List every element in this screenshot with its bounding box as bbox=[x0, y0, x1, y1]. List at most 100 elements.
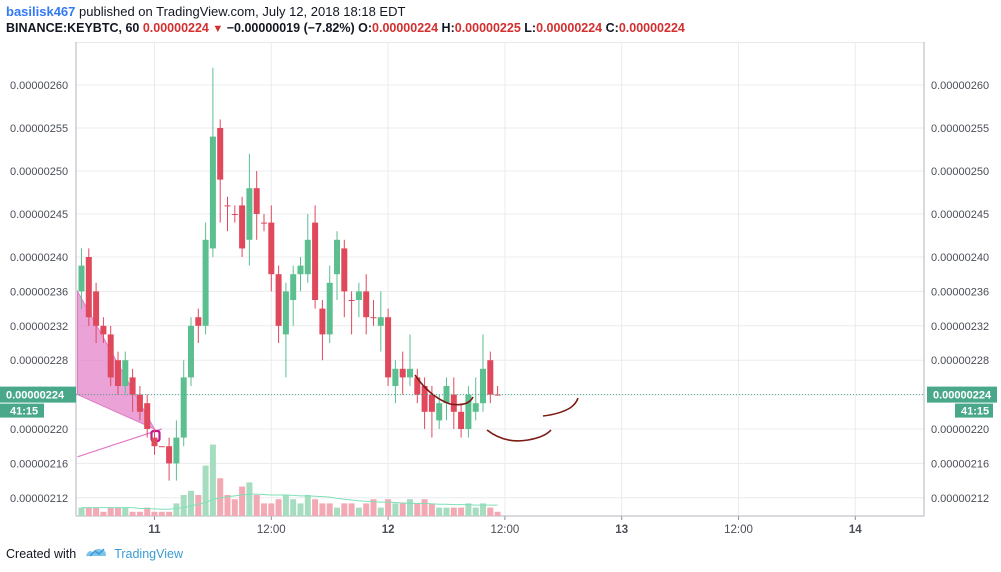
volume-bar bbox=[136, 511, 143, 516]
volume-bar bbox=[319, 503, 326, 516]
candle-body bbox=[304, 239, 311, 275]
candle-body bbox=[246, 188, 253, 240]
volume-bar bbox=[85, 507, 92, 516]
candle-body bbox=[166, 446, 173, 464]
candle-body bbox=[377, 317, 384, 326]
candle-body bbox=[480, 368, 486, 404]
candle-body bbox=[443, 386, 450, 404]
candlestick-chart[interactable]: 0.00000260 0.00000260 0.00000255 0.00000255… bbox=[0, 42, 1001, 542]
countdown-label-left: 41:15 bbox=[10, 406, 38, 418]
down-triangle-icon: ▼ bbox=[212, 23, 224, 35]
candle-body bbox=[93, 291, 100, 326]
y-tick-label-left: 0.00000212 bbox=[10, 493, 68, 505]
x-tick-label: 12:00 bbox=[724, 524, 753, 536]
candle-body bbox=[217, 128, 224, 180]
volume-bar bbox=[93, 507, 100, 516]
volume-bar bbox=[363, 503, 370, 516]
close-label: C: bbox=[605, 21, 619, 35]
last-price: 0.00000224 bbox=[142, 21, 209, 35]
candle-body bbox=[297, 265, 304, 275]
y-tick-label-right: 0.00000255 bbox=[931, 123, 989, 135]
y-tick-label-right: 0.00000232 bbox=[931, 321, 989, 333]
volume-bar bbox=[494, 511, 501, 516]
y-tick-label-left: 0.00000240 bbox=[10, 252, 68, 264]
x-tick-label: 12:00 bbox=[491, 524, 520, 536]
volume-bar bbox=[480, 503, 486, 516]
volume-ma-line bbox=[81, 493, 498, 510]
candle-body bbox=[151, 437, 158, 447]
volume-bar bbox=[268, 503, 275, 516]
chart-header-publisher: basilisk467 published on TradingView.com… bbox=[6, 4, 405, 19]
volume-bar bbox=[246, 482, 253, 516]
y-tick-label-right: 0.00000236 bbox=[931, 286, 989, 298]
hand-drawn-curve-right bbox=[542, 397, 579, 417]
candle-body bbox=[144, 403, 151, 429]
y-tick-label-right: 0.00000260 bbox=[931, 80, 989, 92]
volume-bar bbox=[239, 486, 246, 516]
volume-bar bbox=[385, 499, 392, 516]
candle-body bbox=[370, 317, 377, 319]
author-link[interactable]: basilisk467 bbox=[6, 4, 76, 19]
candle-body bbox=[85, 257, 92, 318]
volume-bar bbox=[261, 503, 267, 516]
volume-bar bbox=[202, 465, 209, 516]
y-tick-label-right: 0.00000212 bbox=[931, 493, 989, 505]
candle-body bbox=[268, 222, 275, 275]
volume-bar bbox=[428, 503, 435, 516]
tradingview-logo-icon bbox=[84, 546, 108, 561]
candle-body bbox=[173, 437, 180, 464]
x-tick-label: 12 bbox=[382, 524, 395, 536]
y-tick-label-left: 0.00000260 bbox=[10, 80, 68, 92]
volume-bar bbox=[326, 503, 333, 516]
hand-drawn-curve-left bbox=[414, 374, 474, 406]
change-value: −0.00000019 (−7.82%) bbox=[226, 21, 355, 35]
candle-body bbox=[326, 282, 333, 335]
published-text: published on TradingView.com, July 12, 2… bbox=[79, 4, 406, 19]
current-price-label-right: 0.00000224 bbox=[933, 390, 992, 402]
candle-body bbox=[122, 360, 129, 386]
x-tick-label: 14 bbox=[849, 524, 862, 536]
candle-body bbox=[261, 222, 267, 224]
candle-body bbox=[107, 334, 114, 378]
x-tick-label: 11 bbox=[148, 524, 161, 536]
low-label: L: bbox=[524, 21, 537, 35]
current-price-label-left: 0.00000224 bbox=[6, 390, 65, 402]
volume-bar bbox=[173, 503, 180, 516]
footer: Created with TradingView bbox=[6, 546, 183, 561]
volume-bar bbox=[231, 499, 238, 516]
candle-body bbox=[115, 360, 121, 386]
volume-bar bbox=[166, 511, 173, 516]
volume-bar bbox=[465, 503, 472, 516]
x-tick-label: 12:00 bbox=[257, 524, 286, 536]
candle-body bbox=[136, 394, 143, 412]
tradingview-link[interactable]: TradingView bbox=[114, 546, 183, 561]
candle-body bbox=[414, 377, 421, 395]
y-tick-label-left: 0.00000220 bbox=[10, 424, 68, 436]
candle-body bbox=[407, 368, 413, 378]
open-value: 0.00000224 bbox=[372, 21, 439, 35]
y-tick-label-right: 0.00000216 bbox=[931, 458, 989, 470]
x-tick-label: 13 bbox=[615, 524, 628, 536]
symbol-label: BINANCE:KEYBTC, 60 bbox=[6, 21, 140, 35]
candle-body bbox=[355, 291, 362, 300]
volume-bar bbox=[195, 495, 202, 516]
volume-bar bbox=[253, 495, 260, 516]
candle-body bbox=[421, 386, 428, 412]
hand-drawn-curve-bottom bbox=[486, 429, 552, 442]
volume-bar bbox=[180, 495, 187, 516]
volume-bar bbox=[458, 507, 465, 516]
volume-bar bbox=[297, 503, 304, 516]
candle-body bbox=[180, 377, 187, 438]
chart-header-ohlc: BINANCE:KEYBTC, 60 0.00000224 ▼ −0.00000… bbox=[6, 21, 685, 35]
volume-bar bbox=[414, 503, 421, 516]
candle-body bbox=[363, 291, 370, 318]
volume-bar bbox=[392, 503, 399, 516]
candle-body bbox=[290, 274, 297, 300]
volume-bar bbox=[151, 511, 158, 516]
y-tick-label-left: 0.00000216 bbox=[10, 458, 68, 470]
volume-bar bbox=[158, 511, 165, 516]
candle-body bbox=[282, 291, 289, 335]
y-tick-label-right: 0.00000245 bbox=[931, 209, 989, 221]
volume-bar bbox=[472, 507, 479, 516]
volume-bar bbox=[100, 511, 107, 516]
